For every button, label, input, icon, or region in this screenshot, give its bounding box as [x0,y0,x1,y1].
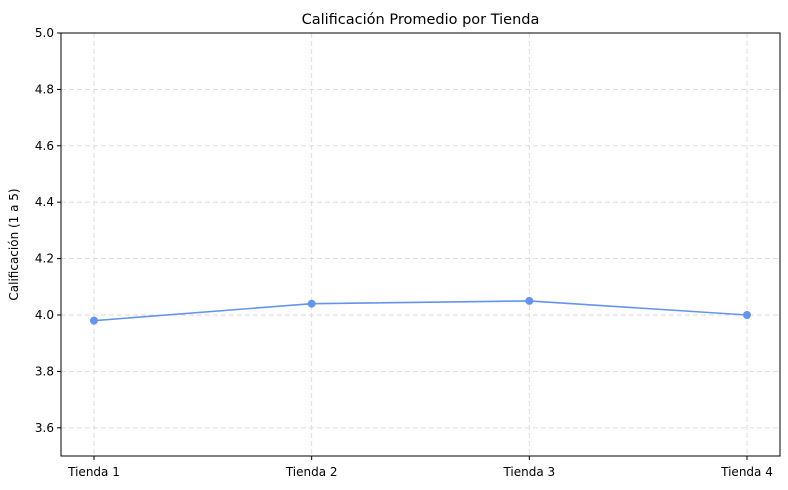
y-tick-label: 4.0 [35,308,54,322]
chart-title: Calificación Promedio por Tienda [302,12,540,28]
y-tick-label: 3.8 [35,364,54,378]
x-tick-label: Tienda 1 [67,465,120,479]
y-tick-label: 4.8 [35,82,54,96]
plot-frame [60,32,781,457]
y-tick-label: 3.6 [35,421,54,435]
y-axis-label: Calificación (1 a 5) [7,188,21,300]
data-point [90,316,98,325]
data-point [743,311,751,319]
data-point [307,299,316,308]
series-layer [90,296,751,325]
y-tick-label: 4.6 [35,139,54,153]
series-line [93,300,748,322]
y-tick-label: 4.4 [35,195,54,209]
data-point [525,296,534,305]
x-tick-label: Tienda 3 [502,465,555,479]
ticks-layer: 3.6 3.8 4.0 4.2 4.4 4.6 4.8 5.0 Tienda 1 Tienda 2… [35,26,773,479]
y-tick-label: 4.2 [35,252,54,266]
grid-layer [61,32,780,456]
y-tick-label: 5.0 [35,26,54,40]
x-tick-label: Tienda 2 [285,465,338,479]
x-tick-label: Tienda 4 [720,465,773,479]
